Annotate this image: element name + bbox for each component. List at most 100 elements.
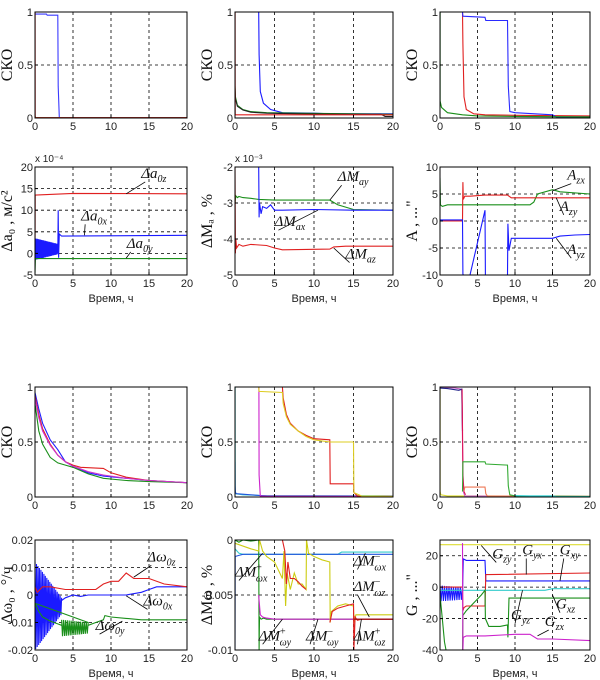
x-tick-label: 5 <box>474 653 480 665</box>
x-tick-label: 0 <box>32 278 38 290</box>
y-tick-label: 10 <box>21 205 33 217</box>
x-axis-label: Время, ч <box>89 668 134 680</box>
series-Δω0y-2 <box>88 614 187 626</box>
series-green <box>461 461 590 497</box>
annotation-label: Ayz <box>566 242 585 261</box>
y-tick-label: 10 <box>426 162 438 174</box>
y-tick-label: 0 <box>227 535 233 547</box>
annotation-label: ΔM+ ωx <box>234 563 268 585</box>
annotation-label: ΔMay <box>337 169 369 188</box>
annotation-leader <box>552 183 572 192</box>
series-Azy <box>440 182 590 222</box>
y-tick-label: 1 <box>432 7 438 19</box>
subplot-p12: 0 5 10 15 20 0 0.5 1 СКО <box>199 7 399 133</box>
y-tick-label: 0.5 <box>218 437 233 449</box>
x-tick-label: 20 <box>387 500 399 512</box>
x-tick-label: 0 <box>32 653 38 665</box>
series-ΔMax <box>258 167 393 218</box>
annotation-label: Δω0z <box>146 549 175 568</box>
annotation-label: Gxz <box>556 597 575 616</box>
y-axis-label: СКО <box>404 426 421 459</box>
y-tick-label: 1 <box>227 7 233 19</box>
x-tick-label: 10 <box>308 278 320 290</box>
annotation-leader <box>555 238 572 259</box>
x-tick-label: 15 <box>143 500 155 512</box>
x-tick-label: 15 <box>143 278 155 290</box>
x-axis-label: Время, ч <box>292 293 337 305</box>
y-tick-label: 0 <box>227 492 233 504</box>
x-tick-label: 15 <box>546 121 558 133</box>
y-tick-label: 0 <box>27 113 33 125</box>
series-Azx <box>440 177 590 208</box>
annotation-leader <box>329 184 342 201</box>
series-salmon <box>463 486 590 497</box>
subplot-p43: 0 5 10 15 20 -40 -20 0 20 G , ..." Время, ч Gzy Gyx G… <box>404 539 596 680</box>
x-tick-label: 10 <box>509 653 521 665</box>
annotation-label: ΔM− ωy <box>305 626 339 648</box>
series-Δω0z <box>35 572 187 594</box>
y-axis-label: СКО <box>199 426 216 459</box>
y-tick-label: -2 <box>223 162 233 174</box>
series-blue <box>461 12 590 118</box>
y-tick-label: 20 <box>21 162 33 174</box>
x-tick-label: 15 <box>347 500 359 512</box>
x-tick-label: 5 <box>70 653 76 665</box>
annotation-label: Δω0x <box>142 593 172 612</box>
x-tick-label: 10 <box>509 121 521 133</box>
subplot-p13: 0 5 10 15 20 0 0.5 1 СКО <box>404 7 596 133</box>
subplot-p42: 0 5 10 15 20 -0.01 -0.005 0 ΔMω , % Время, ч ΔM+ ωx… <box>199 535 399 680</box>
y-axis-label: СКО <box>199 49 216 82</box>
series-magenta <box>258 594 393 620</box>
series-yellow <box>235 387 393 497</box>
annotation-label: Δω0y <box>95 618 125 637</box>
annotation-leader <box>357 594 370 618</box>
subplot-p31: 0 5 10 15 20 0 0.5 1 СКО <box>0 382 193 512</box>
y-tick-label: 1 <box>27 382 33 394</box>
series-ΔMay <box>235 194 393 211</box>
annotation-leader <box>125 251 132 259</box>
x-tick-label: 0 <box>232 121 238 133</box>
y-axis-label: ΔMₐ , % <box>199 194 216 248</box>
series-red <box>35 395 187 484</box>
y-tick-label: -40 <box>422 645 438 657</box>
annotation-leader <box>84 224 86 236</box>
annotation-label: ΔM− ωz <box>352 577 385 599</box>
x-tick-label: 0 <box>437 653 443 665</box>
annotation-label: Gzx <box>545 614 565 633</box>
x-tick-label: 5 <box>70 500 76 512</box>
series-Gyz <box>440 588 590 650</box>
series-Δω0y <box>35 602 89 637</box>
annotation-leader <box>559 558 565 581</box>
x-tick-label: 5 <box>70 278 76 290</box>
x-tick-label: 10 <box>105 278 117 290</box>
x-axis-label: Время, ч <box>493 668 538 680</box>
x-tick-label: 20 <box>181 121 193 133</box>
y-axis-label: СКО <box>0 426 16 459</box>
y-axis-label: A , ..." <box>404 200 421 241</box>
x-tick-label: 15 <box>143 653 155 665</box>
x-tick-label: 20 <box>584 121 596 133</box>
y-tick-label: 0 <box>432 113 438 125</box>
y-tick-label: -0.005 <box>202 590 233 602</box>
x-tick-label: 10 <box>308 500 320 512</box>
x-tick-label: 20 <box>181 500 193 512</box>
y-tick-label: 0 <box>27 492 33 504</box>
y-tick-label: 0 <box>227 113 233 125</box>
y-tick-label: 0.5 <box>218 60 233 72</box>
x-tick-label: 5 <box>474 121 480 133</box>
x-tick-label: 0 <box>232 500 238 512</box>
x-tick-label: 0 <box>232 278 238 290</box>
y-tick-label: 0.5 <box>18 60 33 72</box>
y-tick-label: -4 <box>223 234 233 246</box>
x-tick-label: 5 <box>474 278 480 290</box>
x-tick-label: 20 <box>584 500 596 512</box>
y-tick-label: -5 <box>428 243 438 255</box>
annotation-leader <box>133 565 152 578</box>
annotation-label: ΔMax <box>273 214 305 233</box>
series-Gzx <box>461 543 590 650</box>
series-magenta <box>35 397 187 484</box>
series-magenta <box>258 387 393 497</box>
annotation-label: Gyz <box>511 608 530 627</box>
x-tick-label: 0 <box>32 500 38 512</box>
annotation-leader <box>262 618 283 645</box>
